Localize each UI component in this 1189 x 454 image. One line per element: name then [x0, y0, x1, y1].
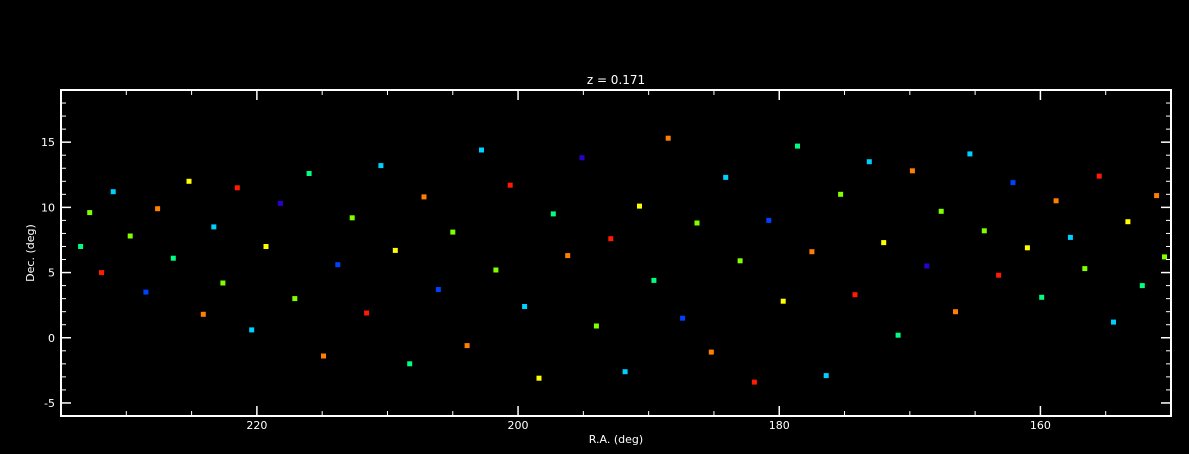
data-point [143, 289, 149, 295]
y-axis-label: Dec. (deg) [24, 224, 37, 282]
y-tick-label: 15 [41, 136, 55, 149]
data-point [608, 236, 614, 242]
data-point [1125, 219, 1131, 225]
data-point [277, 200, 283, 206]
data-point [680, 315, 686, 321]
data-point [1154, 193, 1160, 199]
data-point [450, 229, 456, 235]
y-axis-ticks: -5 0 5 10 15 [41, 102, 1171, 410]
data-point [852, 292, 858, 298]
data-point [335, 262, 341, 268]
data-point [186, 178, 192, 184]
x-tick-label: 180 [769, 419, 790, 432]
data-point [493, 267, 499, 273]
data-point [364, 310, 370, 316]
data-point [909, 168, 915, 174]
data-point [321, 353, 326, 359]
data-point [263, 244, 269, 249]
data-point [694, 220, 700, 226]
data-point [665, 135, 671, 141]
data-point [507, 182, 513, 188]
data-point [87, 210, 93, 216]
data-point [536, 375, 542, 381]
data-point [809, 249, 815, 255]
x-tick-label: 220 [246, 419, 267, 432]
data-point [349, 215, 355, 221]
y-tick-label: 5 [48, 267, 55, 280]
data-point [99, 270, 104, 276]
data-point [895, 332, 901, 338]
data-point [823, 373, 829, 379]
data-point [249, 327, 255, 333]
data-point [723, 174, 729, 180]
data-point [981, 228, 987, 234]
data-point [766, 217, 772, 223]
data-point [479, 147, 484, 153]
data-point [866, 159, 872, 165]
data-point [1082, 266, 1088, 272]
data-point [565, 253, 571, 259]
data-point [622, 369, 628, 375]
data-point [110, 189, 116, 195]
data-point [1053, 198, 1059, 204]
data-point [78, 244, 84, 249]
data-point [579, 155, 585, 161]
data-point [967, 151, 973, 157]
data-point [737, 258, 743, 264]
data-point [306, 171, 312, 176]
x-tick-label: 160 [1030, 419, 1051, 432]
y-tick-label: -5 [44, 397, 55, 410]
data-point [1162, 254, 1167, 260]
data-point [155, 206, 161, 212]
data-point [751, 379, 757, 385]
data-point [593, 323, 599, 329]
x-axis-label: R.A. (deg) [589, 433, 643, 446]
y-tick-label: 0 [48, 332, 55, 345]
data-point [292, 296, 298, 302]
data-point [421, 194, 427, 200]
data-point [234, 185, 240, 191]
data-points [78, 135, 1167, 385]
data-point [708, 349, 714, 355]
data-point [407, 361, 413, 367]
data-point [1111, 319, 1116, 325]
x-axis-ticks: 220 200 180 160 [125, 90, 1107, 432]
data-point [1067, 234, 1073, 240]
data-point [1096, 173, 1102, 179]
data-point [127, 233, 133, 239]
data-point [1139, 283, 1145, 289]
data-point [996, 272, 1002, 278]
data-point [464, 343, 470, 349]
data-point [637, 203, 642, 209]
data-point [780, 298, 786, 304]
data-point [1010, 180, 1016, 186]
data-point [211, 224, 217, 230]
chart-title: z = 0.171 [587, 73, 645, 87]
data-point [1039, 294, 1045, 300]
data-point [651, 277, 657, 283]
data-point [924, 263, 930, 269]
data-point [392, 247, 398, 253]
data-point [170, 255, 176, 261]
data-point [795, 143, 800, 149]
data-point [838, 191, 844, 197]
data-point [550, 211, 556, 217]
data-point [200, 311, 206, 317]
data-point [435, 287, 441, 292]
data-point [953, 309, 958, 315]
x-tick-label: 200 [508, 419, 529, 432]
data-point [378, 163, 384, 169]
data-point [1024, 245, 1030, 251]
data-point [522, 304, 528, 309]
y-tick-label: 10 [41, 201, 55, 214]
plot-frame [60, 89, 1172, 417]
data-point [220, 280, 226, 286]
data-point [938, 208, 944, 214]
data-point [881, 240, 887, 246]
